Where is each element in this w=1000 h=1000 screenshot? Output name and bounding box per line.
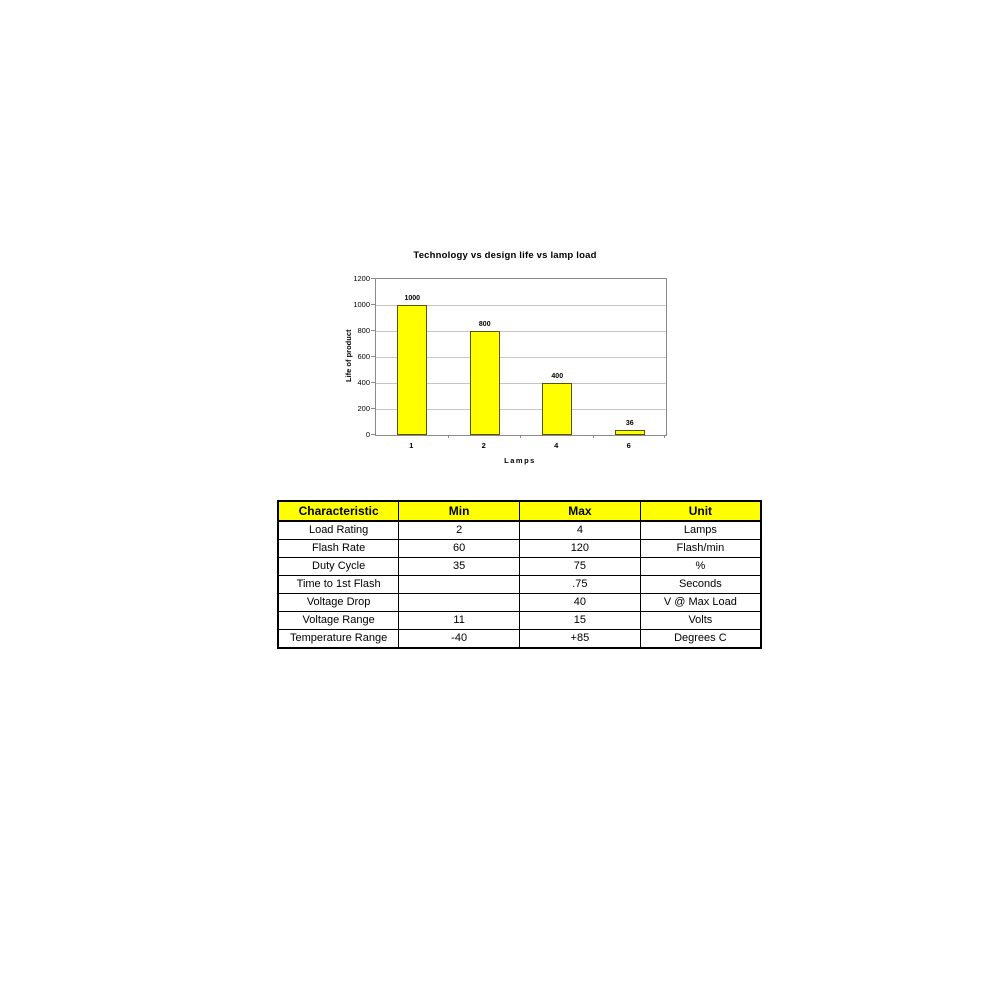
table-header-cell: Unit — [639, 500, 762, 522]
gridline — [376, 330, 666, 332]
table-cell: Degrees C — [639, 629, 762, 649]
x-tick-label: 2 — [481, 441, 486, 450]
x-tick-mark — [592, 435, 594, 438]
table-cell: 4 — [519, 520, 641, 540]
table-cell: 2 — [398, 520, 520, 540]
table-row: Load Rating 2 4 Lamps — [277, 520, 762, 540]
bar-value-label: 400 — [551, 373, 564, 380]
table-cell: Temperature Range — [277, 629, 400, 649]
x-tick-mark — [520, 435, 521, 438]
y-tick-mark — [371, 330, 375, 331]
table-cell: Volts — [639, 611, 762, 630]
y-tick-mark — [371, 382, 375, 383]
x-tick-label: 1 — [409, 441, 414, 450]
y-tick-mark — [371, 304, 375, 305]
table-cell: .75 — [519, 575, 641, 594]
table-row: Temperature Range -40 +85 Degrees C — [277, 629, 762, 649]
table-row: Duty Cycle 35 75% — [277, 557, 762, 576]
table-cell: 11 — [398, 611, 520, 630]
gridline — [376, 408, 666, 410]
table-row: Voltage Drop 40 V @ Max Load — [277, 593, 762, 612]
y-tick-mark — [371, 408, 375, 409]
spec-table: Characteristic Min Max Unit Load Rating 2 4 La… — [277, 500, 762, 649]
x-axis-title: Lamps — [504, 456, 536, 465]
table-cell: 60 — [398, 539, 520, 558]
table-cell: Voltage Drop — [277, 593, 400, 612]
bar — [469, 331, 500, 435]
table-row: Time to 1st Flash .75 Seconds — [277, 575, 762, 594]
bar-value-label: 36 — [625, 420, 634, 428]
table-cell: Flash Rate — [277, 539, 400, 558]
y-tick-label: 1200 — [353, 274, 370, 283]
table-cell — [398, 575, 520, 594]
table-header-cell: Max — [519, 500, 641, 522]
table-cell: -40 — [398, 629, 520, 649]
y-tick-label: 200 — [357, 404, 370, 413]
table-header-cell: Min — [398, 500, 520, 522]
table-cell: Load Rating — [277, 520, 400, 540]
y-tick-label: 400 — [357, 378, 370, 387]
bar — [542, 383, 573, 435]
bar-value-label: 1000 — [404, 295, 421, 302]
table-cell: Seconds — [639, 575, 762, 594]
y-tick-label: 0 — [365, 430, 370, 439]
table-cell: V @ Max Load — [639, 593, 762, 612]
table-cell: 40 — [519, 593, 641, 612]
y-tick-mark — [371, 356, 375, 357]
x-tick-label: 6 — [626, 441, 631, 450]
table-cell: % — [639, 557, 762, 576]
x-tick-mark — [447, 435, 449, 438]
chart-title: Technology vs design life vs lamp load — [413, 250, 597, 261]
table-cell: 15 — [519, 611, 641, 630]
table-cell: Flash/min — [639, 539, 762, 558]
bar-value-label: 800 — [478, 321, 491, 328]
bar — [397, 305, 428, 435]
table-cell: 35 — [398, 557, 520, 576]
y-tick-mark — [371, 434, 375, 435]
y-tick-label: 800 — [357, 326, 370, 335]
x-tick-label: 4 — [554, 441, 559, 450]
y-tick-mark — [371, 278, 375, 279]
table-cell: 75 — [519, 557, 641, 576]
gridline — [376, 304, 666, 306]
table-cell: Voltage Range — [277, 611, 400, 630]
table-row: Voltage Range 11 15 Volts — [277, 611, 762, 630]
x-tick-mark — [664, 435, 665, 438]
gridline — [376, 356, 666, 358]
y-tick-label: 600 — [357, 352, 370, 361]
table-cell: +85 — [519, 629, 641, 649]
spec-table-body: Load Rating 2 4 Lamps Flash Rate 60 120 Flash/m… — [277, 520, 762, 649]
table-cell — [398, 593, 520, 612]
table-cell: Duty Cycle — [277, 557, 400, 576]
table-header-row: Characteristic Min Max Unit — [277, 500, 762, 522]
table-cell: 120 — [519, 539, 641, 558]
table-header-cell: Characteristic — [277, 500, 400, 522]
y-tick-label: 1000 — [353, 300, 370, 309]
table-row: Flash Rate 60 120 Flash/min — [277, 539, 762, 558]
spec-table-header: Characteristic Min Max Unit — [277, 500, 762, 522]
table-cell: Time to 1st Flash — [277, 575, 400, 594]
bar — [614, 430, 645, 435]
gridline — [376, 382, 666, 384]
plot-area: 1000 800 400 36 — [375, 278, 667, 436]
table-cell: Lamps — [639, 520, 762, 540]
